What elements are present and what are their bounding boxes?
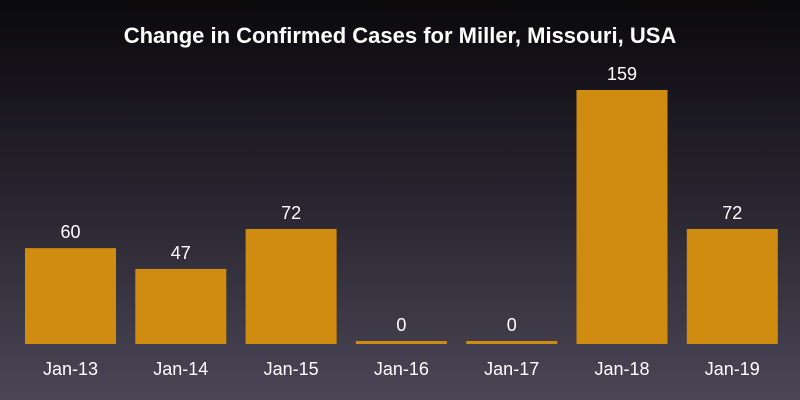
value-label-group: 60 47 72 0 0 159 72 xyxy=(60,64,742,335)
bar-group xyxy=(25,90,778,344)
value-label-jan-17: 0 xyxy=(507,315,517,335)
bar-jan-18 xyxy=(576,90,668,344)
bar-jan-15 xyxy=(245,228,337,344)
x-tick-label-jan-15: Jan-15 xyxy=(264,359,319,379)
value-label-jan-14: 47 xyxy=(171,243,191,263)
bar-jan-14 xyxy=(135,268,227,344)
x-tick-label-jan-18: Jan-18 xyxy=(594,359,649,379)
bar-jan-16 xyxy=(355,341,447,344)
bar-jan-17 xyxy=(466,341,558,344)
x-axis-tick-labels: Jan-13 Jan-14 Jan-15 Jan-16 Jan-17 Jan-18 Jan-… xyxy=(43,359,760,379)
x-tick-label-jan-19: Jan-19 xyxy=(705,359,760,379)
value-label-jan-19: 72 xyxy=(722,203,742,223)
x-tick-label-jan-13: Jan-13 xyxy=(43,359,98,379)
value-label-jan-15: 72 xyxy=(281,203,301,223)
chart-title: Change in Confirmed Cases for Miller, Mi… xyxy=(124,23,677,48)
bar-jan-13 xyxy=(25,248,116,344)
bar-jan-19 xyxy=(686,228,778,344)
value-label-jan-13: 60 xyxy=(60,222,80,242)
x-tick-label-jan-16: Jan-16 xyxy=(374,359,429,379)
value-label-jan-18: 159 xyxy=(607,64,637,84)
x-tick-label-jan-14: Jan-14 xyxy=(153,359,208,379)
value-label-jan-16: 0 xyxy=(396,315,406,335)
x-tick-label-jan-17: Jan-17 xyxy=(484,359,539,379)
